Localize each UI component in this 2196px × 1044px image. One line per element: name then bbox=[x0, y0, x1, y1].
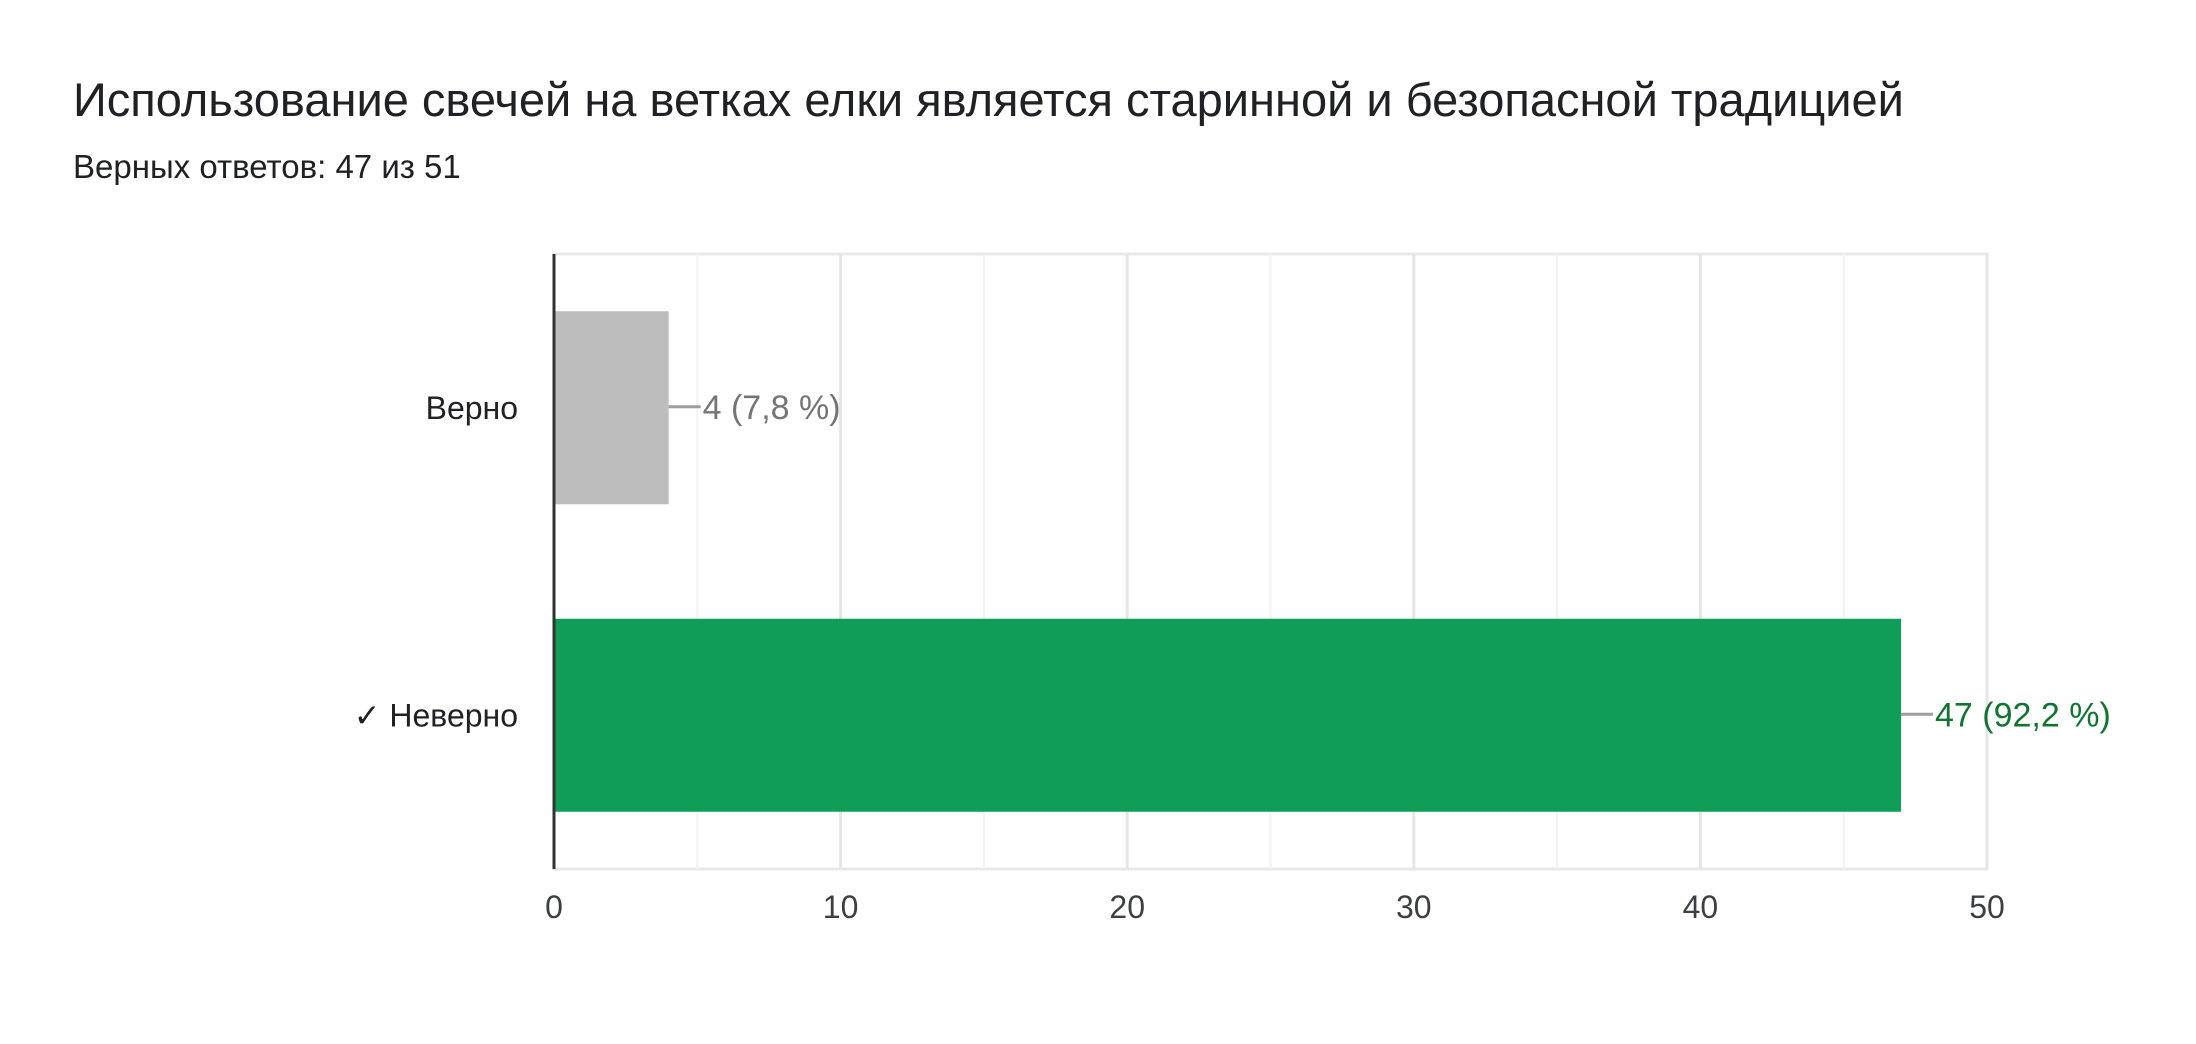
category-label: ✓ Неверно bbox=[354, 697, 518, 733]
bar bbox=[554, 311, 669, 505]
x-tick-label: 40 bbox=[1683, 889, 1719, 925]
x-tick-label: 50 bbox=[1969, 889, 2005, 925]
x-tick-label: 20 bbox=[1109, 889, 1145, 925]
data-label: 4 (7,8 %) bbox=[703, 389, 841, 427]
bar bbox=[554, 618, 1902, 812]
x-tick-label: 0 bbox=[545, 889, 563, 925]
x-tick-label: 30 bbox=[1396, 889, 1432, 925]
correct-answers-count: Верных ответов: 47 из 51 bbox=[73, 148, 461, 185]
category-label: Верно bbox=[426, 390, 518, 426]
data-label: 47 (92,2 %) bbox=[1935, 696, 2111, 734]
x-tick-label: 10 bbox=[823, 889, 859, 925]
chart-title: Использование свечей на ветках елки явля… bbox=[73, 73, 1904, 126]
